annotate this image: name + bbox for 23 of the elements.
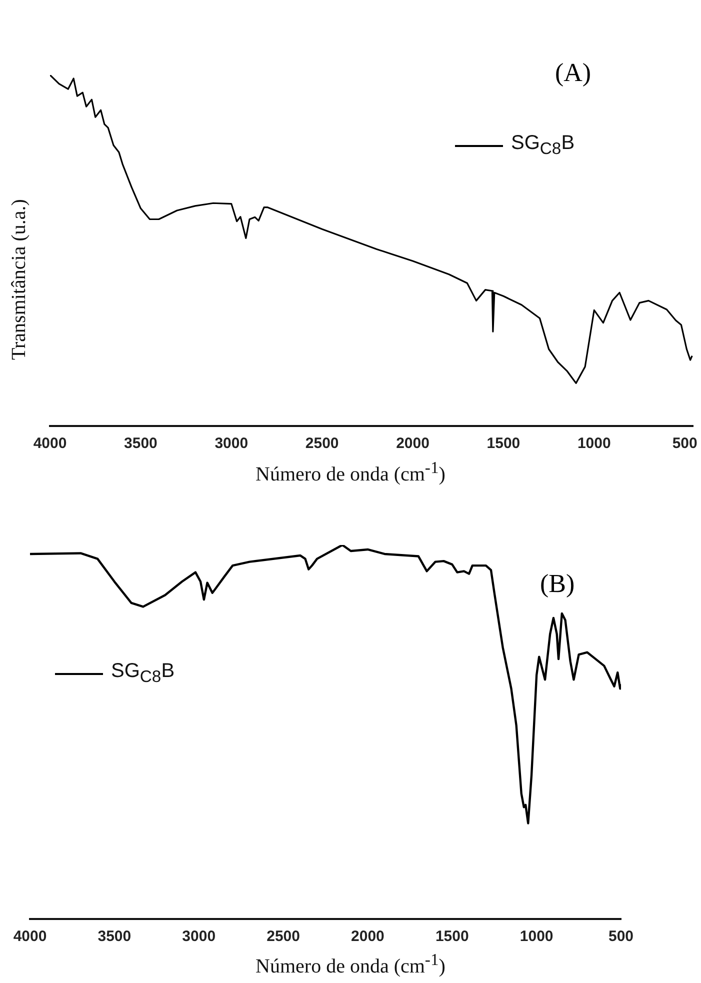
y-axis-title: Transmitância (u.a.) — [8, 199, 31, 360]
x-tick-label: 2500 — [266, 928, 300, 946]
x-tick-label: 2000 — [396, 435, 430, 452]
x-tick-label: 1500 — [486, 435, 520, 452]
legend-label: SG$_{C8}$B — [511, 132, 575, 159]
legend-label: SG$_{C8}$B — [111, 660, 175, 687]
x-tick-label: 2000 — [351, 928, 384, 946]
x-tick-label: 3000 — [214, 435, 248, 452]
x-tick-label: 4000 — [33, 435, 67, 452]
x-tick-label: 4000 — [13, 928, 47, 946]
x-tick-label: 1000 — [577, 435, 611, 452]
x-tick-label: 500 — [608, 928, 634, 946]
x-axis-title: Número de onda (cm$^{-1}$) — [254, 458, 446, 487]
x-tick-label: 3500 — [98, 928, 132, 946]
x-tick-label: 500 — [672, 435, 698, 452]
x-tick-label: 1000 — [520, 928, 554, 946]
x-tick-label: 1500 — [435, 928, 469, 946]
x-tick-label: 2500 — [305, 435, 339, 452]
x-tick-label: 3500 — [124, 435, 158, 452]
x-axis-title: Número de onda (cm$^{-1}$) — [254, 950, 446, 979]
x-tick-label: 3000 — [182, 928, 216, 946]
annotation: (A) — [555, 58, 592, 88]
annotation: (B) — [540, 569, 575, 599]
